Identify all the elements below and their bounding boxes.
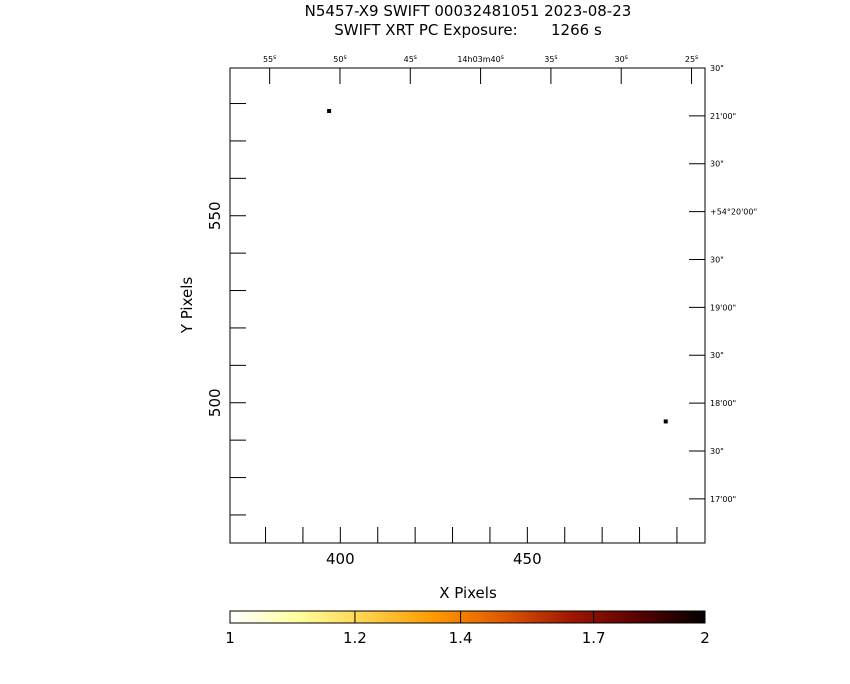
title-line-2: SWIFT XRT PC Exposure: 1266 s xyxy=(334,21,602,39)
dec-tick-label: 30" xyxy=(710,255,724,264)
dec-tick-label: 30" xyxy=(710,447,724,456)
dec-tick-label: 21'00" xyxy=(710,112,736,121)
colorbar-tick-label: 1.2 xyxy=(343,629,367,647)
ra-tick-label: 30s xyxy=(615,54,628,64)
colorbar-tick-label: 2 xyxy=(700,629,710,647)
y-tick-label: 500 xyxy=(206,388,224,417)
colorbar-tick-label: 1.7 xyxy=(582,629,606,647)
dec-tick-label: 30" xyxy=(710,64,724,73)
data-points xyxy=(327,109,668,424)
x-tick-label: 450 xyxy=(513,550,542,568)
ra-tick-label: 14h03m40s xyxy=(457,54,504,64)
dec-tick-label: 17'00" xyxy=(710,495,736,504)
ra-tick-label: 35s xyxy=(544,54,557,64)
axis-ticks: 400 450 500 550 55s 50s 45s 14h03m40s 35s 30s 25s 3… xyxy=(206,54,757,568)
plot-frame xyxy=(229,67,706,544)
photon-pixel xyxy=(327,109,332,114)
ra-tick-label: 55s xyxy=(263,54,276,64)
ra-tick-label: 50s xyxy=(333,54,346,64)
x-tick-label: 400 xyxy=(326,550,355,568)
dec-tick-label: 30" xyxy=(710,160,724,169)
dec-tick-label: 30" xyxy=(710,351,724,360)
dec-tick-label: 18'00" xyxy=(710,399,736,408)
x-axis-label: X Pixels xyxy=(439,584,497,602)
colorbar-tick-label: 1.4 xyxy=(449,629,473,647)
title-line-1: N5457-X9 SWIFT 00032481051 2023-08-23 xyxy=(305,2,632,20)
photon-pixel xyxy=(663,419,668,424)
y-tick-label: 550 xyxy=(206,201,224,230)
colorbar-tick-label: 1 xyxy=(225,629,235,647)
dec-tick-label: +54°20'00" xyxy=(710,208,757,217)
colorbar-ticks: 1 1.2 1.4 1.7 2 xyxy=(225,611,710,647)
dec-tick-label: 19'00" xyxy=(710,303,736,312)
ra-tick-label: 25s xyxy=(685,54,698,64)
y-axis-label: Y Pixels xyxy=(178,277,196,335)
ra-tick-label: 45s xyxy=(404,54,417,64)
colorbar xyxy=(229,610,706,624)
